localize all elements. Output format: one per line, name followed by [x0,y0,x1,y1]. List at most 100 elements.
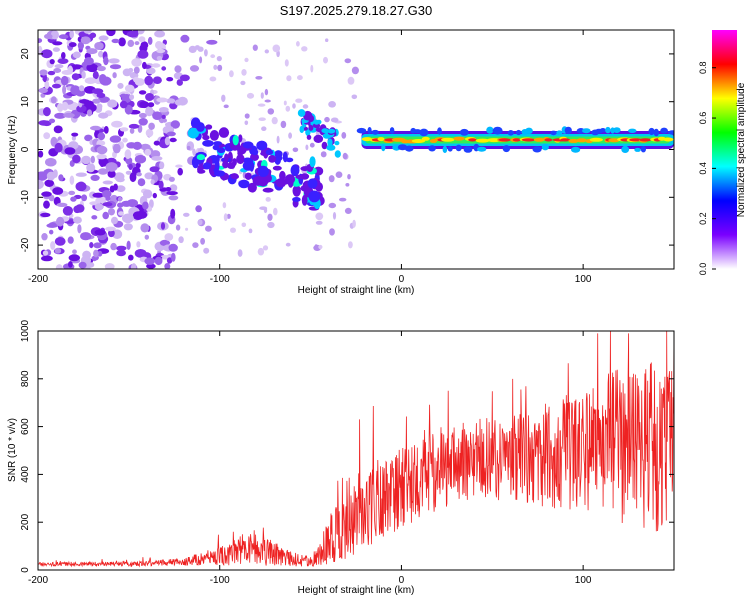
noise-blob [67,65,74,75]
noise-blob [49,59,55,65]
noise-blob [128,254,134,261]
noise-blob [166,98,176,104]
y-tick-label: 200 [20,513,31,530]
noise-blob [83,30,92,34]
branch-blob [307,178,318,189]
noise-blob [128,123,140,129]
noise-blob [41,255,53,262]
noise-blob [70,85,81,95]
figure-title: S197.2025.279.18.27.G30 [280,3,433,18]
noise-blob [49,229,54,235]
branch-blob [275,178,287,188]
branch-blob [306,134,312,140]
branch-blob [313,119,320,125]
main-line-edge [660,127,668,134]
noise-blob [92,192,104,198]
main-line-edge [634,147,641,152]
main-line-blob [498,138,512,142]
noise-blob [325,38,329,42]
main-line-edge [356,127,367,134]
noise-blob [237,249,243,257]
noise-blob [169,137,177,143]
main-line-edge [621,145,630,153]
noise-blob [94,104,103,113]
noise-blob [82,250,91,260]
noise-blob [223,213,228,222]
colorbar-tick-label: 0.6 [698,112,708,125]
noise-blob [126,240,131,250]
noise-blob [267,108,275,115]
noise-blob [209,76,217,82]
noise-blob [103,56,109,66]
noise-blob [69,30,74,39]
noise-blob [122,213,134,224]
noise-blob [86,163,96,173]
branch-blob [312,123,321,129]
noise-blob [158,180,164,190]
noise-blob [148,122,155,130]
branch-blob [308,115,315,122]
y-tick-label: 0 [20,146,31,152]
noise-blob [117,82,124,89]
noise-blob [252,44,258,51]
noise-blob [72,154,81,164]
noise-blob [107,99,118,108]
branch-blob [292,197,301,202]
noise-blob [189,65,200,72]
y-tick-label: 10 [20,96,31,108]
snr-ylabel: SNR (10 * v/v) [7,418,18,482]
noise-blob [273,207,278,216]
main-line-blob [663,137,674,142]
noise-blob [315,212,324,221]
noise-blob [261,126,267,131]
noise-blob [324,116,330,123]
noise-blob [183,212,190,217]
noise-blob [109,64,122,70]
noise-blob [262,245,269,251]
main-line-edge [550,130,557,136]
noise-blob [102,180,114,185]
branch-blob [295,174,304,179]
noise-blob [146,67,156,75]
noise-blob [62,85,67,95]
noise-blob [89,242,94,249]
noise-blob [204,49,208,57]
noise-blob [332,212,337,220]
noise-blob [154,256,163,266]
noise-blob [166,257,173,264]
noise-blob [98,112,109,119]
main-line-blob [608,138,620,143]
spectrogram-xlabel: Height of straight line (km) [298,285,415,296]
main-line-edge [419,128,429,137]
noise-blob [161,66,167,71]
noise-blob [144,257,155,265]
y-tick-label: 600 [20,418,31,435]
colorbar-tick-label: 0.4 [698,162,708,175]
main-line-blob [377,137,385,142]
noise-blob [111,216,118,225]
noise-blob [93,242,102,249]
noise-blob [174,65,182,73]
noise-blob [136,241,141,248]
noise-blob [86,48,98,55]
noise-blob [92,98,101,104]
noise-blob [132,141,142,150]
noise-blob [54,112,66,119]
noise-blob [61,52,66,59]
main-line-edge [532,146,542,153]
noise-blob [285,242,291,247]
noise-blob [129,128,135,134]
noise-blob [119,127,129,132]
noise-blob [345,183,350,187]
branch-blob [214,160,220,171]
noise-blob [199,56,203,64]
branch-blob [327,128,336,134]
noise-blob [128,163,133,170]
noise-blob [72,249,77,254]
noise-blob [339,197,347,202]
noise-blob [135,162,141,169]
noise-blob [111,120,123,128]
noise-blob [102,202,113,207]
noise-blob [38,38,43,43]
